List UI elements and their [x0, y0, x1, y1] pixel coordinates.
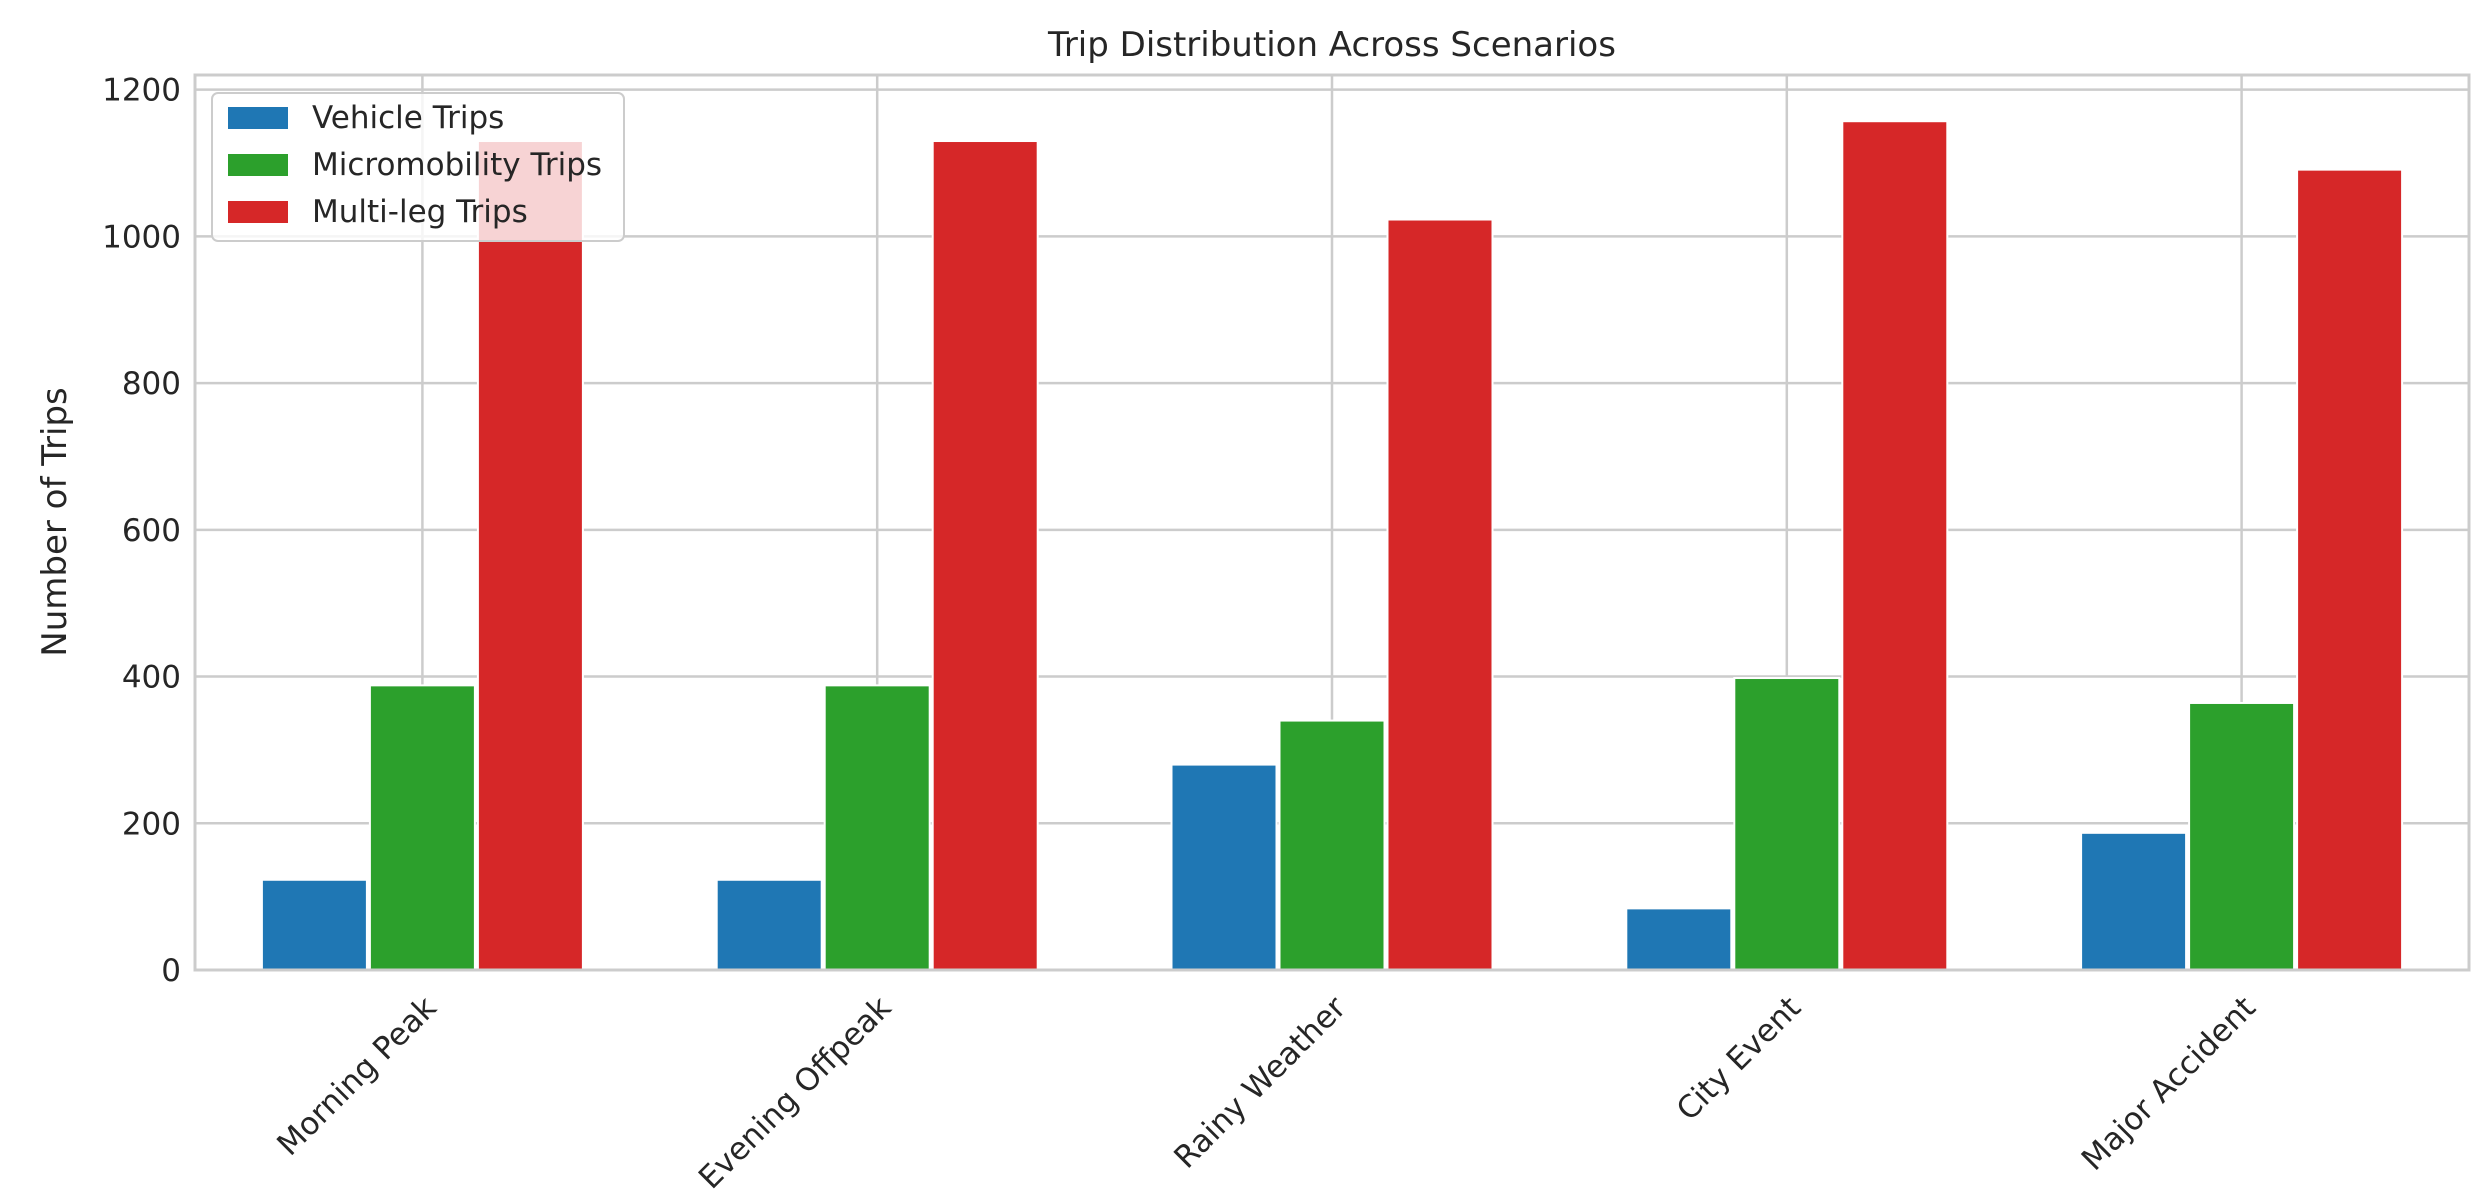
bar-micromobility-trips-0: [368, 684, 476, 971]
legend-swatch: [228, 107, 288, 129]
bar-micromobility-trips-2: [1278, 719, 1386, 972]
legend-items: Vehicle Trips Micromobility Trips Multi-le…: [228, 100, 602, 230]
chart-title: Trip Distribution Across Scenarios: [1047, 25, 1616, 65]
bar-vehicle-trips-3: [1625, 907, 1733, 972]
y-tick-label: 1200: [102, 73, 181, 109]
y-tick-label: 0: [161, 953, 181, 989]
legend-swatch: [228, 201, 288, 223]
plot-area-frame: [193, 73, 2471, 972]
bar-multi-leg-trips-1: [931, 140, 1039, 971]
y-axis-ticks: 0 200 400 600 800 1000 1200: [102, 73, 181, 989]
y-tick-label: 600: [122, 513, 181, 549]
bar-micromobility-trips-4: [2188, 701, 2296, 971]
y-tick-label: 400: [122, 660, 181, 696]
bar-micromobility-trips-1: [823, 684, 931, 971]
bar-multi-leg-trips-3: [1841, 120, 1949, 971]
y-axis-label: Number of Trips: [35, 387, 75, 656]
legend-box: [211, 92, 625, 242]
bar-multi-leg-trips-0: [476, 140, 584, 971]
y-tick-label: 1000: [102, 219, 181, 255]
bar-multi-leg-trips-4: [2296, 168, 2404, 971]
bar-vehicle-trips-4: [2080, 831, 2188, 971]
y-tick-label: 200: [122, 806, 181, 842]
legend-label: Vehicle Trips: [312, 100, 504, 136]
legend-swatch: [228, 154, 288, 176]
legend-label: Micromobility Trips: [312, 147, 602, 183]
legend-label: Multi-leg Trips: [312, 194, 528, 230]
bar-multi-leg-trips-2: [1386, 218, 1494, 971]
bar-vehicle-trips-2: [1170, 763, 1278, 971]
bar-micromobility-trips-3: [1733, 677, 1841, 971]
bars: [260, 120, 2404, 972]
bar-vehicle-trips-1: [715, 878, 823, 972]
legend: Vehicle Trips Micromobility Trips Multi-le…: [211, 92, 625, 242]
y-tick-label: 800: [122, 366, 181, 402]
bar-vehicle-trips-0: [260, 878, 368, 972]
